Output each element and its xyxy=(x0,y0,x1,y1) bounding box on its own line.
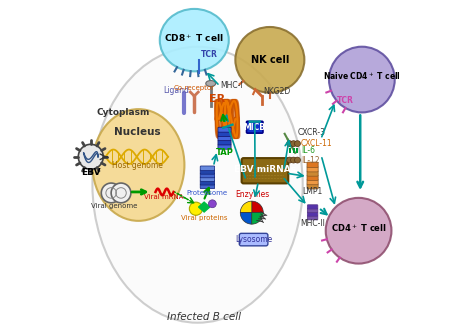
FancyBboxPatch shape xyxy=(307,166,318,172)
Circle shape xyxy=(291,157,296,163)
Wedge shape xyxy=(240,201,252,213)
Circle shape xyxy=(209,200,216,208)
Text: Infected B cell: Infected B cell xyxy=(167,312,241,322)
FancyBboxPatch shape xyxy=(218,127,231,132)
Circle shape xyxy=(287,141,292,147)
Text: Ligand: Ligand xyxy=(163,85,189,95)
Text: TAP: TAP xyxy=(216,148,234,157)
Ellipse shape xyxy=(236,27,304,93)
FancyBboxPatch shape xyxy=(242,158,288,183)
Bar xyxy=(296,148,299,153)
FancyBboxPatch shape xyxy=(307,212,318,216)
Text: Lysosome: Lysosome xyxy=(235,235,272,244)
Ellipse shape xyxy=(160,9,229,71)
Ellipse shape xyxy=(326,198,392,264)
Text: IL-12: IL-12 xyxy=(301,155,319,165)
FancyBboxPatch shape xyxy=(200,173,215,178)
Circle shape xyxy=(78,144,103,169)
FancyBboxPatch shape xyxy=(307,183,318,189)
FancyBboxPatch shape xyxy=(307,205,318,209)
Text: Proteasome: Proteasome xyxy=(187,190,228,196)
FancyBboxPatch shape xyxy=(218,140,231,145)
FancyBboxPatch shape xyxy=(307,175,318,181)
Text: MICB: MICB xyxy=(244,123,266,132)
Text: Enzymes: Enzymes xyxy=(236,190,270,199)
Ellipse shape xyxy=(92,47,303,323)
Text: Nucleus: Nucleus xyxy=(114,127,161,137)
Bar xyxy=(289,148,291,153)
Bar xyxy=(292,148,294,153)
Circle shape xyxy=(101,183,121,203)
Wedge shape xyxy=(252,201,263,213)
Text: NKG2D: NKG2D xyxy=(263,86,291,96)
Text: CXCL-11: CXCL-11 xyxy=(301,139,333,148)
FancyBboxPatch shape xyxy=(307,208,318,213)
Text: CD8$^+$ T cell: CD8$^+$ T cell xyxy=(164,33,224,44)
FancyBboxPatch shape xyxy=(200,177,215,182)
Text: MHC-II: MHC-II xyxy=(300,219,325,228)
Text: MHC-I: MHC-I xyxy=(220,81,243,90)
Ellipse shape xyxy=(92,109,184,221)
FancyBboxPatch shape xyxy=(218,136,231,141)
FancyBboxPatch shape xyxy=(200,184,215,189)
Text: TCR: TCR xyxy=(201,50,218,59)
Text: Viral genome: Viral genome xyxy=(91,203,137,209)
Text: Co-receptor: Co-receptor xyxy=(174,85,215,91)
Text: CD4$^+$ T cell: CD4$^+$ T cell xyxy=(331,222,386,234)
FancyBboxPatch shape xyxy=(218,144,231,149)
Ellipse shape xyxy=(329,47,395,113)
FancyBboxPatch shape xyxy=(239,233,268,246)
Polygon shape xyxy=(199,202,210,212)
FancyBboxPatch shape xyxy=(246,121,263,133)
Circle shape xyxy=(189,202,202,215)
Circle shape xyxy=(287,157,292,163)
Text: ER: ER xyxy=(209,94,225,104)
Wedge shape xyxy=(252,213,263,224)
Text: NK cell: NK cell xyxy=(251,55,289,65)
Text: Naive CD4$^+$ T cell: Naive CD4$^+$ T cell xyxy=(323,70,401,82)
FancyBboxPatch shape xyxy=(307,215,318,220)
FancyBboxPatch shape xyxy=(200,166,215,171)
Text: CXCR-3: CXCR-3 xyxy=(298,128,326,137)
Ellipse shape xyxy=(206,81,216,86)
FancyBboxPatch shape xyxy=(307,171,318,176)
FancyBboxPatch shape xyxy=(307,179,318,185)
Circle shape xyxy=(111,183,131,203)
FancyBboxPatch shape xyxy=(307,162,318,168)
Text: LMP1: LMP1 xyxy=(302,187,323,196)
Text: TCR: TCR xyxy=(337,96,354,105)
Text: Viral mRNA: Viral mRNA xyxy=(144,194,184,200)
Text: Host genome: Host genome xyxy=(112,161,163,171)
FancyBboxPatch shape xyxy=(200,170,215,174)
Text: Viral proteins: Viral proteins xyxy=(181,214,228,220)
Text: IL-6: IL-6 xyxy=(301,146,315,155)
Text: EBV: EBV xyxy=(81,168,100,177)
FancyBboxPatch shape xyxy=(218,131,231,136)
Wedge shape xyxy=(240,213,252,224)
Circle shape xyxy=(291,141,296,147)
Text: Cytoplasm: Cytoplasm xyxy=(97,108,150,117)
FancyBboxPatch shape xyxy=(200,181,215,185)
Text: EBV miRNAs: EBV miRNAs xyxy=(234,165,296,174)
Circle shape xyxy=(294,141,301,147)
Circle shape xyxy=(294,157,301,163)
